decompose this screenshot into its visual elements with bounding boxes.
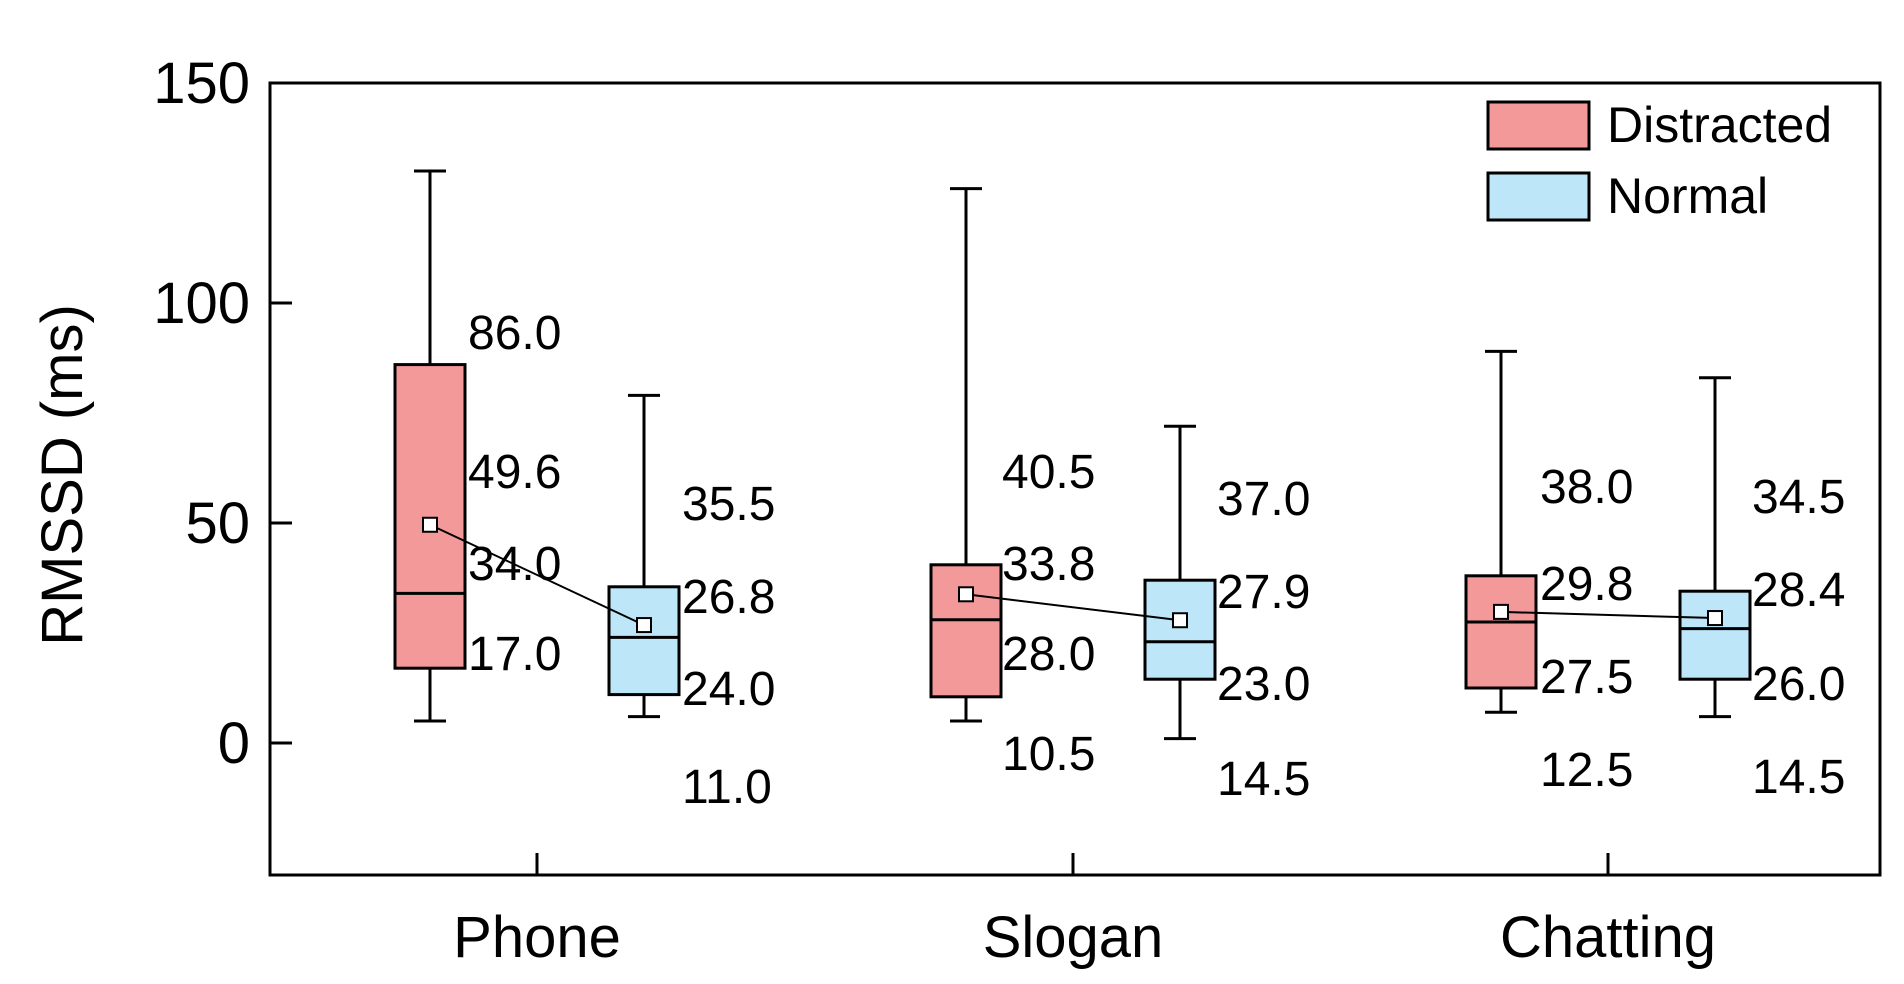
plot-frame xyxy=(268,81,1882,877)
y-tick-label: 100 xyxy=(153,271,250,336)
legend-label-normal: Normal xyxy=(1607,168,1768,224)
mean-connector-chatting xyxy=(1500,610,1716,620)
data-label-slogan-normal: 37.0 xyxy=(1217,473,1310,526)
y-axis: 0 50 100 150 xyxy=(153,51,292,776)
data-label-slogan-distracted: 10.5 xyxy=(1002,728,1095,781)
box-iqr xyxy=(1464,574,1538,690)
box-distracted-slogan xyxy=(929,187,1003,723)
data-label-chatting-distracted: 38.0 xyxy=(1540,461,1633,514)
annotations: 86.0 49.6 34.0 17.0 35.5 26.8 24.0 11.0 40.5 33.8… xyxy=(468,307,1845,814)
box-iqr xyxy=(1143,578,1217,681)
data-label-slogan-distracted: 40.5 xyxy=(1002,446,1095,499)
legend-swatch-distracted xyxy=(1486,100,1591,151)
data-label-phone-distracted: 34.0 xyxy=(468,538,561,591)
mean-marker xyxy=(958,586,974,603)
mean-marker xyxy=(1493,603,1509,620)
data-label-phone-normal: 26.8 xyxy=(682,571,775,624)
mean-connector-slogan xyxy=(965,593,1181,622)
data-label-chatting-normal: 14.5 xyxy=(1752,751,1845,804)
data-label-phone-distracted: 17.0 xyxy=(468,628,561,681)
y-axis-title: RMSSD (ms) xyxy=(30,304,95,646)
box-iqr xyxy=(1678,589,1752,681)
data-label-phone-normal: 24.0 xyxy=(682,663,775,716)
y-tick-label: 0 xyxy=(218,711,250,776)
x-axis: Phone Slogan Chatting xyxy=(453,853,1716,970)
data-label-slogan-normal: 14.5 xyxy=(1217,753,1310,806)
data-label-slogan-normal: 27.9 xyxy=(1217,566,1310,619)
box-iqr xyxy=(607,585,681,697)
y-tick-label: 50 xyxy=(185,491,250,556)
data-label-chatting-normal: 26.0 xyxy=(1752,658,1845,711)
box-normal-phone xyxy=(607,393,681,719)
y-tick-label: 150 xyxy=(153,51,250,116)
legend: Distracted Normal xyxy=(1486,97,1832,224)
data-label-phone-distracted: 86.0 xyxy=(468,307,561,360)
mean-marker xyxy=(422,516,438,533)
box-normal-chatting xyxy=(1678,376,1752,719)
plot-border xyxy=(268,81,1882,877)
data-label-chatting-distracted: 12.5 xyxy=(1540,744,1633,797)
legend-swatch-normal xyxy=(1486,171,1591,222)
data-label-phone-normal: 11.0 xyxy=(682,761,772,814)
boxes xyxy=(393,169,1752,741)
mean-marker xyxy=(1707,610,1723,627)
box-distracted-chatting xyxy=(1464,349,1538,714)
data-label-phone-normal: 35.5 xyxy=(682,478,775,531)
data-label-slogan-distracted: 28.0 xyxy=(1002,628,1095,681)
mean-marker xyxy=(1172,612,1188,629)
x-tick-label-chatting: Chatting xyxy=(1500,905,1716,970)
mean-lines xyxy=(422,516,1723,634)
data-label-slogan-normal: 23.0 xyxy=(1217,658,1310,711)
data-label-chatting-distracted: 29.8 xyxy=(1540,558,1633,611)
box-iqr xyxy=(929,563,1003,699)
x-tick-label-phone: Phone xyxy=(453,905,621,970)
legend-label-distracted: Distracted xyxy=(1607,97,1832,153)
mean-connector-phone xyxy=(429,523,645,626)
data-label-phone-distracted: 49.6 xyxy=(468,446,561,499)
data-label-chatting-normal: 34.5 xyxy=(1752,471,1845,524)
x-tick-label-slogan: Slogan xyxy=(983,905,1164,970)
box-distracted-phone xyxy=(393,169,467,723)
box-iqr xyxy=(393,363,467,670)
data-label-chatting-distracted: 27.5 xyxy=(1540,651,1633,704)
mean-marker xyxy=(636,617,652,634)
data-label-slogan-distracted: 33.8 xyxy=(1002,538,1095,591)
data-label-chatting-normal: 28.4 xyxy=(1752,564,1845,617)
box-normal-slogan xyxy=(1143,424,1217,741)
